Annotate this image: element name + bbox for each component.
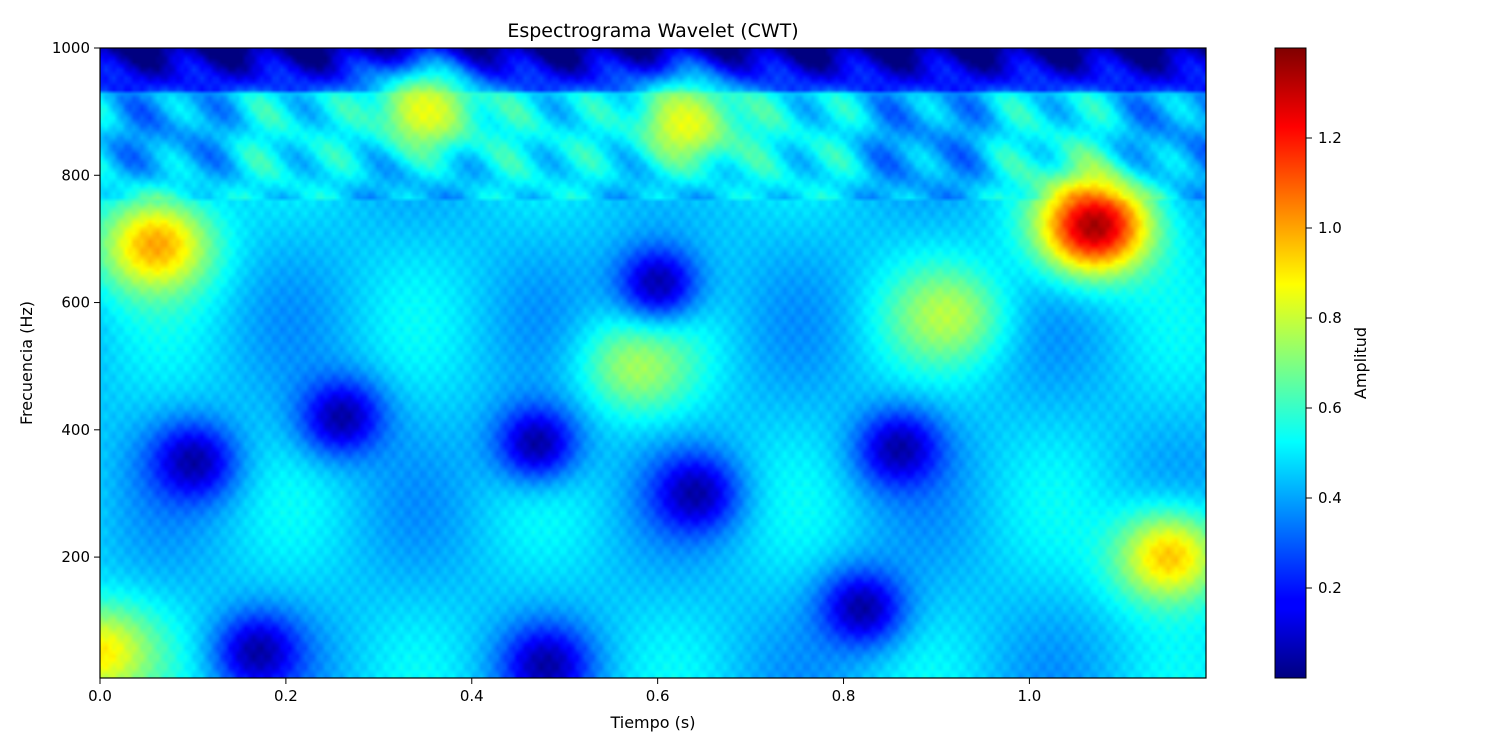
x-axis: 0.0 0.2 0.4 0.6 0.8 1.0 [88,678,1041,705]
y-tick-label: 400 [61,421,90,439]
colorbar-tick-label: 0.4 [1318,489,1342,507]
y-axis: 200 400 600 800 1000 [52,39,100,566]
colorbar-tick-label: 0.2 [1318,579,1342,597]
y-tick-label: 1000 [52,39,90,57]
heatmap-image [100,48,1206,678]
y-tick-label: 600 [61,294,90,312]
y-tick-label: 200 [61,548,90,566]
colorbar-gradient [1274,47,1307,679]
y-tick-label: 800 [61,166,90,184]
x-tick-label: 0.2 [274,687,298,705]
x-tick-label: 0.4 [460,687,484,705]
heatmap [100,48,1206,678]
chart-title: Espectrograma Wavelet (CWT) [507,20,798,42]
colorbar: 0.2 0.4 0.6 0.8 1.0 1.2 Amplitud [1274,47,1370,679]
colorbar-tick-label: 1.0 [1318,219,1342,237]
colorbar-ticks: 0.2 0.4 0.6 0.8 1.0 1.2 [1306,129,1342,597]
y-axis-label: Frecuencia (Hz) [17,301,36,425]
x-tick-label: 0.8 [832,687,856,705]
x-axis-label: Tiempo (s) [609,713,695,732]
x-tick-label: 1.0 [1017,687,1041,705]
colorbar-tick-label: 0.8 [1318,309,1342,327]
x-tick-label: 0.0 [88,687,112,705]
colorbar-tick-label: 0.6 [1318,399,1342,417]
plot-frame [99,47,1207,679]
colorbar-tick-label: 1.2 [1318,129,1342,147]
colorbar-label: Amplitud [1351,327,1370,399]
x-tick-label: 0.6 [646,687,670,705]
